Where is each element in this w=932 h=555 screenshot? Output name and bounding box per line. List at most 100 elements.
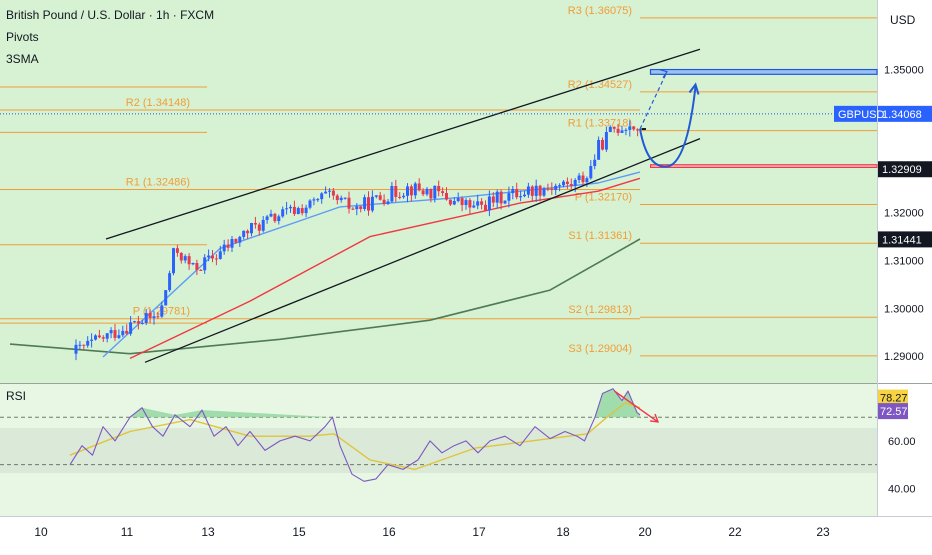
price-tag-box[interactable]	[878, 105, 932, 122]
candle-body[interactable]	[589, 165, 593, 179]
candle-body[interactable]	[234, 239, 238, 243]
candle-body[interactable]	[230, 239, 234, 248]
candle-body[interactable]	[476, 201, 480, 206]
candle-body[interactable]	[125, 330, 129, 334]
candle-body[interactable]	[581, 175, 585, 183]
candle-body[interactable]	[452, 201, 456, 205]
candle-body[interactable]	[121, 330, 125, 336]
channel-upper-line[interactable]	[105, 48, 701, 240]
candle-body[interactable]	[238, 236, 242, 243]
candle-body[interactable]	[616, 128, 620, 133]
candle-body[interactable]	[86, 340, 90, 346]
candle-body[interactable]	[573, 179, 577, 186]
candle-body[interactable]	[136, 321, 140, 324]
candle-body[interactable]	[281, 209, 285, 217]
candle-body[interactable]	[378, 195, 382, 200]
candle-body[interactable]	[214, 258, 218, 260]
candle-body[interactable]	[585, 178, 589, 183]
candle-body[interactable]	[269, 213, 273, 217]
candle-body[interactable]	[289, 206, 292, 209]
candle-body[interactable]	[242, 230, 246, 237]
candle-body[interactable]	[390, 186, 394, 202]
channel-lower-line[interactable]	[144, 137, 701, 363]
candle-body[interactable]	[277, 216, 281, 222]
candle-body[interactable]	[546, 188, 550, 190]
currency-label[interactable]: USD	[890, 13, 916, 27]
candle-body[interactable]	[328, 190, 331, 192]
candle-body[interactable]	[421, 190, 425, 195]
rsi-divergence-arrow[interactable]	[614, 390, 659, 423]
candle-body[interactable]	[495, 191, 499, 203]
candle-body[interactable]	[175, 248, 179, 253]
candle-body[interactable]	[604, 132, 608, 150]
sma-fast-line[interactable]	[102, 171, 641, 358]
candle-body[interactable]	[300, 208, 304, 214]
candle-body[interactable]	[331, 190, 335, 196]
candle-body[interactable]	[113, 330, 117, 338]
candle-body[interactable]	[597, 139, 601, 160]
price-tag-box[interactable]	[878, 231, 932, 248]
candle-body[interactable]	[199, 269, 203, 271]
candle-body[interactable]	[195, 262, 199, 270]
candle-body[interactable]	[207, 255, 211, 258]
candle-body[interactable]	[441, 191, 445, 194]
candle-body[interactable]	[386, 201, 390, 204]
candle-body[interactable]	[464, 200, 468, 206]
candle-body[interactable]	[82, 344, 86, 346]
candle-body[interactable]	[105, 333, 109, 339]
candle-body[interactable]	[218, 251, 222, 259]
candle-body[interactable]	[406, 186, 409, 196]
candle-body[interactable]	[636, 129, 640, 131]
candle-body[interactable]	[109, 330, 113, 334]
candle-body[interactable]	[351, 208, 355, 210]
candle-body[interactable]	[339, 197, 343, 201]
projection-arrow-path[interactable]	[639, 86, 697, 168]
candle-body[interactable]	[413, 183, 417, 196]
candle-body[interactable]	[569, 183, 573, 186]
candle-body[interactable]	[203, 257, 207, 271]
candle-body[interactable]	[101, 337, 105, 339]
candle-body[interactable]	[445, 193, 448, 200]
projection-dashed-line[interactable]	[639, 71, 668, 130]
candle-body[interactable]	[530, 186, 534, 196]
candle-body[interactable]	[343, 197, 347, 199]
candle-body[interactable]	[612, 126, 616, 129]
candle-body[interactable]	[515, 189, 519, 198]
rsi-ma-line[interactable]	[69, 402, 641, 471]
candle-body[interactable]	[191, 262, 195, 265]
candle-body[interactable]	[320, 193, 324, 200]
candle-body[interactable]	[523, 194, 526, 197]
candle-body[interactable]	[140, 322, 144, 324]
candle-body[interactable]	[133, 321, 136, 323]
candle-body[interactable]	[480, 201, 484, 205]
candle-body[interactable]	[285, 208, 289, 210]
candle-body[interactable]	[484, 204, 487, 211]
candle-body[interactable]	[265, 216, 269, 220]
candle-body[interactable]	[78, 344, 82, 346]
candle-body[interactable]	[534, 185, 538, 196]
candle-body[interactable]	[538, 185, 542, 196]
candle-body[interactable]	[160, 305, 164, 317]
candle-body[interactable]	[316, 199, 320, 201]
candle-body[interactable]	[304, 207, 308, 214]
candle-body[interactable]	[250, 222, 253, 234]
candle-body[interactable]	[487, 196, 491, 211]
candle-body[interactable]	[74, 344, 78, 354]
candle-body[interactable]	[558, 185, 562, 187]
candle-body[interactable]	[460, 198, 464, 206]
candle-body[interactable]	[172, 248, 175, 274]
rsi-value-tag-box[interactable]	[878, 389, 908, 406]
candle-body[interactable]	[491, 196, 495, 203]
candle-body[interactable]	[499, 191, 503, 204]
sma-indicator-label[interactable]: 3SMA	[6, 52, 39, 66]
support-zone[interactable]	[650, 164, 878, 169]
sma-slow-line[interactable]	[9, 238, 641, 355]
candle-body[interactable]	[324, 191, 328, 194]
candle-body[interactable]	[261, 219, 265, 231]
candle-body[interactable]	[183, 256, 187, 261]
candle-body[interactable]	[94, 335, 97, 340]
candle-body[interactable]	[577, 175, 581, 180]
candle-body[interactable]	[308, 200, 312, 208]
rsi-line[interactable]	[69, 388, 641, 482]
